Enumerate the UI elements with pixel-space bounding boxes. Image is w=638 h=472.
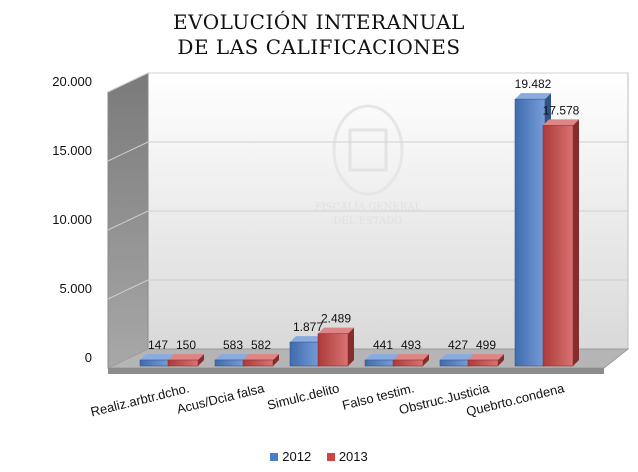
bar-2013-4 [392,359,424,367]
bar-2013-3 [317,333,349,367]
legend-item-2012: 2012 [270,449,311,464]
gridline [107,210,628,231]
bar-2013-2 [242,359,274,367]
bar-side [498,354,504,366]
bar-2013-1 [167,359,199,367]
bar-top [440,354,476,360]
bar-2012-6 [514,98,546,367]
y-tick-label: 10.000 [52,212,92,227]
gridline [107,72,628,93]
bar-2012-5 [439,359,471,367]
data-label-2012-3: 1.877 [293,320,323,334]
bar-top [468,354,504,360]
legend-label-2012: 2012 [282,449,312,464]
watermark-seal [332,104,404,196]
bar-top [168,354,204,360]
bar-side [573,119,579,366]
chart-title-line-1: EVOLUCIÓN INTERANUAL [173,10,465,34]
watermark-shield [348,128,388,172]
bar-2012-3 [289,341,321,367]
bar-2012-1 [139,359,171,367]
data-label-2012-2: 583 [223,338,243,352]
x-tick-label: Acus/Dcia falsa [175,380,266,416]
data-label-2012-4: 441 [373,338,393,352]
data-label-2013-3: 2.489 [321,312,351,326]
data-label-2013-5: 499 [476,338,496,352]
bar-side [198,354,204,366]
bar-top [393,354,429,360]
bar-top [290,336,326,343]
data-label-2012-6: 19.482 [515,77,552,91]
bar-2013-5 [467,359,499,367]
bar-side [273,353,279,366]
bar-top [243,353,279,360]
legend-swatch-2012 [270,453,279,461]
y-tick-label: 0 [85,350,92,365]
data-label-2013-2: 582 [251,338,271,352]
bar-side [423,354,429,366]
bar-2012-2 [214,359,246,367]
gridline [107,279,628,300]
watermark-text-1: FISCALÍA GENERAL [315,201,422,213]
data-label-2013-1: 150 [176,338,196,352]
y-tick-label: 5.000 [59,281,92,296]
x-tick-label: Simulc.delito [266,380,341,412]
floor-edge [108,368,604,374]
legend-swatch-2013 [326,453,335,461]
legend: 2012 2013 [0,449,638,464]
chart-title-line-2: DE LAS CALIFICACIONES [177,35,461,59]
bar-top [543,119,579,126]
bar-side [348,327,354,366]
bar-top [365,354,401,360]
bar-top [318,327,354,334]
bar-top [215,353,251,360]
bar-2012-4 [364,359,396,367]
bar-2013-6 [542,125,574,367]
gridline [107,141,628,162]
watermark-text-2: DEL ESTADO [334,216,403,227]
data-label-2013-4: 493 [401,338,421,352]
bar-top [515,93,551,100]
legend-item-2013: 2013 [326,449,368,464]
y-tick-label: 15.000 [52,143,92,158]
data-label-2013-6: 17.578 [543,103,580,117]
bar-top [140,354,176,360]
x-tick-label: Realiz.arbtr.dcho. [89,380,191,419]
data-label-2012-5: 427 [448,338,468,352]
y-tick-label: 20.000 [52,74,92,89]
data-label-2012-1: 147 [148,338,168,352]
legend-label-2013: 2013 [338,449,368,464]
